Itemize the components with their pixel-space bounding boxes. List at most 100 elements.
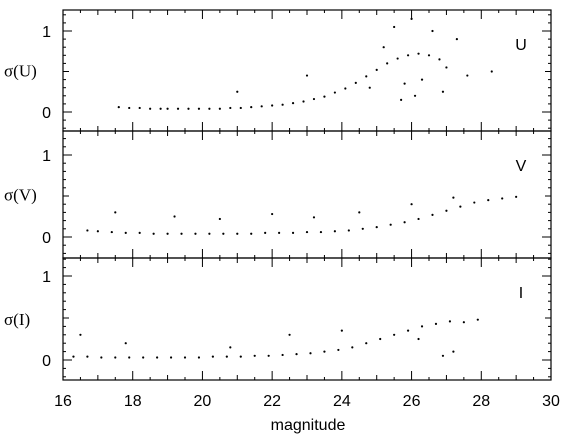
data-point [406, 54, 410, 57]
data-point [124, 231, 127, 234]
data-point [295, 353, 298, 356]
data-point [114, 211, 117, 214]
data-point [333, 230, 336, 233]
data-point [86, 355, 89, 358]
data-point [420, 325, 424, 328]
y-axis-label: σ(V) [4, 186, 37, 205]
data-point [305, 230, 309, 234]
data-point [323, 350, 326, 353]
data-point [218, 107, 221, 110]
x-tick-label: 18 [124, 393, 142, 410]
panel-U: 0 1 σ(U) U [4, 9, 552, 132]
data-point [434, 322, 438, 325]
data-point [365, 342, 368, 345]
data-point [176, 107, 180, 110]
data-point [452, 350, 455, 353]
data-point [490, 70, 493, 73]
data-point [239, 106, 242, 110]
data-point [459, 205, 462, 208]
data-point [267, 354, 270, 357]
data-point [302, 100, 305, 103]
data-point [260, 105, 263, 108]
data-point [441, 354, 445, 357]
data-point [389, 223, 392, 226]
data-point [197, 356, 201, 359]
data-point [400, 98, 403, 101]
data-point [445, 209, 448, 212]
data-point [183, 356, 187, 359]
data-point [86, 229, 89, 232]
data-point [264, 231, 267, 234]
x-tick-label: 20 [194, 393, 212, 410]
data-point [253, 354, 256, 357]
data-point [208, 232, 211, 235]
y-tick-label: 0 [42, 105, 51, 122]
data-point [305, 74, 309, 77]
data-point [114, 356, 117, 359]
x-tick-label: 24 [333, 393, 351, 410]
data-point [288, 333, 291, 336]
data-point [382, 46, 385, 49]
data-point [344, 87, 347, 90]
x-tick-label: 26 [403, 393, 421, 410]
data-point [361, 227, 364, 230]
data-point [438, 58, 441, 61]
x-axis-label: magnitude [271, 417, 346, 434]
data-point [166, 107, 169, 110]
data-point [354, 81, 357, 84]
band-label: V [516, 158, 527, 175]
x-tick-label: 28 [472, 393, 490, 410]
data-point [476, 318, 479, 321]
data-point [337, 348, 340, 352]
data-point [473, 201, 476, 204]
data-point [309, 352, 312, 355]
x-tick-label: 30 [542, 393, 560, 410]
data-point [96, 230, 99, 233]
data-point [271, 104, 274, 107]
data-point [194, 232, 197, 235]
data-point [271, 212, 274, 216]
y-tick-label: 0 [42, 230, 51, 247]
data-point [236, 232, 239, 235]
data-point [410, 203, 413, 206]
data-point [187, 107, 190, 110]
data-point [281, 353, 284, 357]
band-label: U [515, 37, 527, 54]
data-point [403, 221, 406, 224]
panel-V: 0 1 σ(V) V [4, 130, 552, 259]
data-point [197, 107, 201, 110]
data-point [236, 90, 239, 93]
band-label: I [519, 285, 523, 302]
data-point [393, 333, 396, 336]
data-point [222, 232, 225, 235]
data-point [229, 106, 232, 110]
data-point [455, 38, 458, 41]
data-point [379, 337, 382, 341]
data-point [281, 103, 284, 106]
data-point [358, 211, 361, 214]
data-point [156, 356, 159, 359]
x-tick-label: 22 [263, 393, 281, 410]
data-point [417, 52, 420, 55]
data-point [347, 229, 350, 232]
data-point [365, 75, 368, 78]
data-point [420, 78, 424, 81]
data-point [250, 106, 253, 109]
data-point [386, 62, 389, 65]
data-point [501, 197, 504, 200]
data-point [319, 230, 323, 234]
data-point [250, 232, 253, 235]
data-point [128, 106, 131, 110]
data-point [208, 107, 211, 110]
data-point [431, 213, 434, 216]
data-point [375, 226, 378, 229]
y-tick-label: 1 [42, 148, 51, 165]
data-point [462, 321, 465, 324]
data-point [128, 356, 131, 359]
data-point [159, 107, 162, 110]
data-point [166, 232, 169, 235]
data-point [173, 215, 176, 218]
y-tick-label: 0 [42, 353, 51, 370]
data-point [239, 355, 242, 358]
